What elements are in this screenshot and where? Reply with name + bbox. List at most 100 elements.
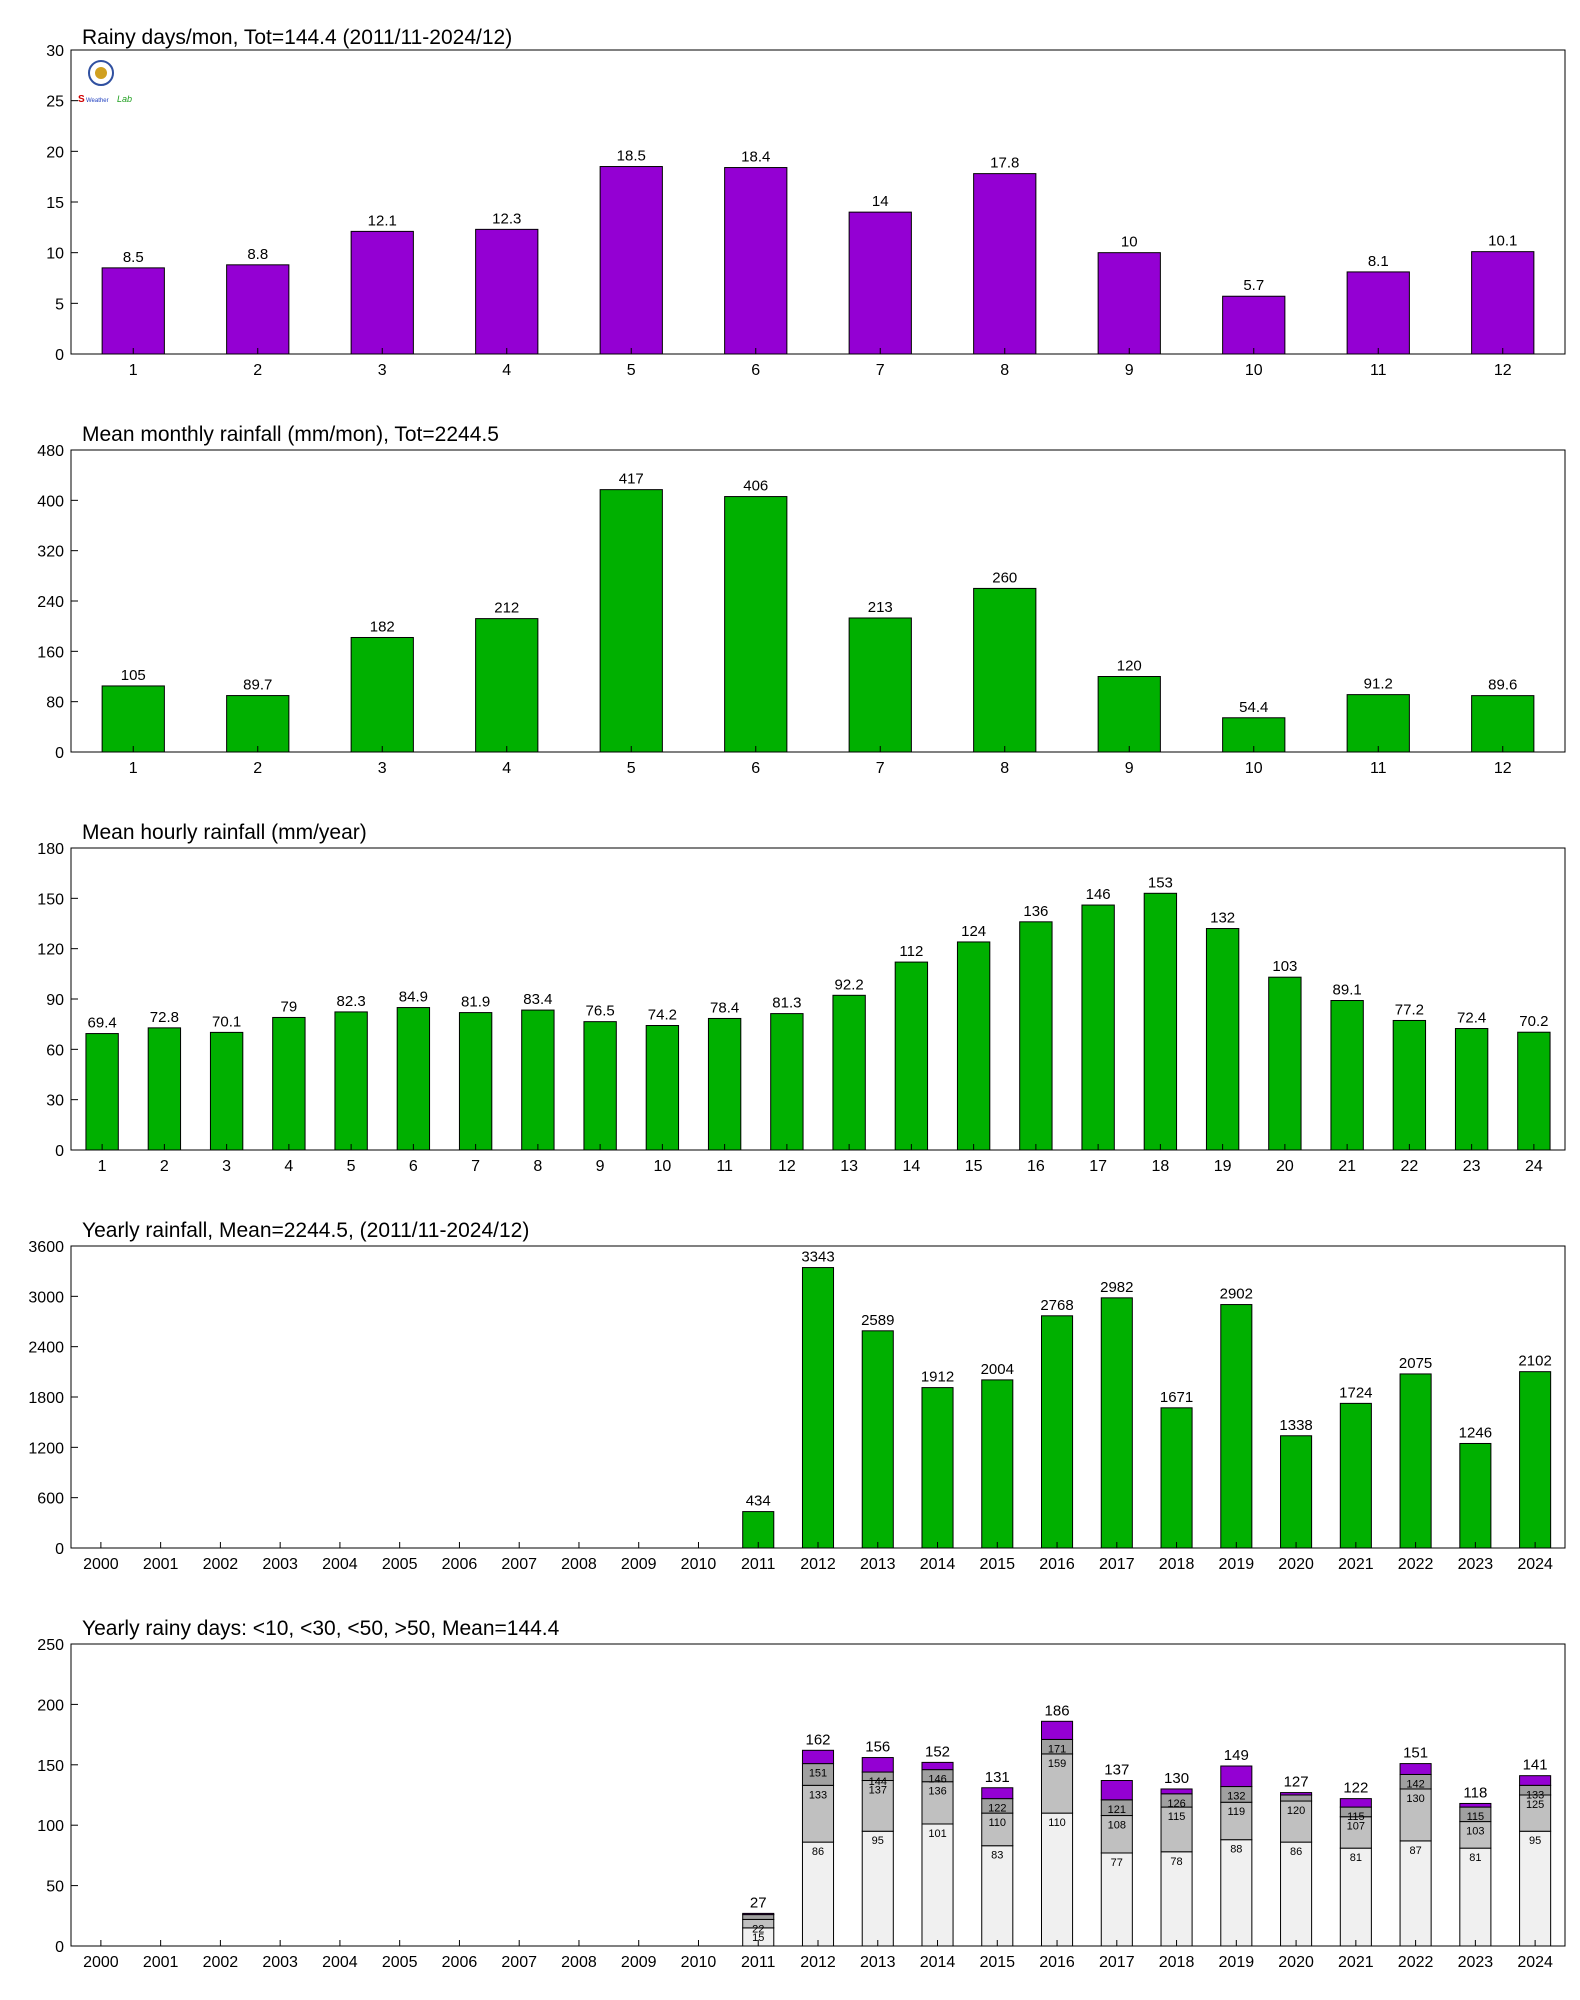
- rainy-days-month-ytick-label: 25: [46, 94, 64, 111]
- rainy-days-month-xtick-label: 5: [627, 362, 636, 379]
- yearly-rainy-days-xtick-label: 2017: [1099, 1954, 1135, 1971]
- mean-hourly-rainfall-xtick-label: 9: [596, 1158, 605, 1175]
- mean-hourly-rainfall-xtick-label: 8: [533, 1158, 542, 1175]
- yearly-rainy-days-total-label: 131: [985, 1769, 1010, 1786]
- yearly-rainfall-xtick-label: 2018: [1159, 1556, 1195, 1573]
- yearly-rainy-days-segment-label: 78: [1170, 1856, 1182, 1868]
- mean-hourly-rainfall-bar: [1330, 1000, 1364, 1151]
- rainy-days-month-xtick-label: 1: [129, 362, 138, 379]
- mean-hourly-rainfall-data-label: 77.2: [1395, 1001, 1424, 1018]
- mean-hourly-rainfall-data-label: 89.1: [1333, 982, 1362, 999]
- mean-hourly-rainfall-bar: [1019, 921, 1053, 1151]
- mean-hourly-rainfall-xtick-label: 11: [716, 1158, 733, 1175]
- yearly-rainfall-xtick-label: 2007: [501, 1556, 537, 1573]
- yearly-rainy-days-segment-lt10: [1280, 1841, 1313, 1947]
- rainy-days-month-data-label: 17.8: [990, 155, 1019, 172]
- yearly-rainy-days-ytick-label: 250: [37, 1637, 64, 1654]
- yearly-rainy-days-segment-label: 119: [1228, 1806, 1246, 1818]
- rainy-days-month-xtick-label: 10: [1245, 362, 1263, 379]
- rainy-days-month-data-label: 12.1: [368, 212, 397, 229]
- yearly-rainy-days-segment-label: 125: [1526, 1799, 1544, 1811]
- yearly-rainy-days-xtick-label: 2002: [203, 1954, 239, 1971]
- yearly-rainy-days-segment-lt50: [742, 1914, 775, 1920]
- mean-monthly-rainfall-plot-frame: [70, 449, 1566, 753]
- yearly-rainfall-data-label: 1724: [1339, 1384, 1372, 1401]
- yearly-rainfall-bar: [742, 1511, 775, 1549]
- mean-monthly-rainfall-ytick-label: 0: [55, 745, 64, 762]
- yearly-rainfall-data-label: 1246: [1459, 1424, 1492, 1441]
- mean-monthly-rainfall-ytick-label: 400: [37, 493, 64, 510]
- rainy-days-month-xtick-label: 9: [1125, 362, 1134, 379]
- rainy-days-month-bar: [848, 211, 912, 355]
- yearly-rainy-days-xtick-label: 2023: [1458, 1954, 1494, 1971]
- rainy-days-month-bar: [599, 166, 663, 355]
- yearly-rainfall-ytick-label: 0: [55, 1541, 64, 1558]
- rainy-days-month-xtick-label: 11: [1370, 362, 1387, 379]
- rainy-days-month-bar: [475, 228, 539, 355]
- yearly-rainy-days-xtick-label: 2001: [143, 1954, 179, 1971]
- yearly-rainy-days-total-label: 137: [1104, 1762, 1129, 1779]
- mean-hourly-rainfall-bar: [147, 1027, 182, 1151]
- yearly-rainy-days-total-label: 151: [1403, 1745, 1428, 1762]
- rainy-days-month-bar: [101, 267, 165, 355]
- yearly-rainy-days-xtick-label: 2012: [800, 1954, 836, 1971]
- mean-monthly-rainfall-xtick-label: 3: [378, 760, 387, 777]
- yearly-rainy-days-segment-label: 133: [1526, 1789, 1544, 1801]
- mean-monthly-rainfall-bar: [101, 685, 165, 753]
- mean-hourly-rainfall-xtick-label: 7: [471, 1158, 480, 1175]
- mean-hourly-rainfall-data-label: 112: [899, 943, 923, 960]
- mean-monthly-rainfall-xtick-label: 5: [627, 760, 636, 777]
- mean-hourly-rainfall-bar: [1392, 1019, 1427, 1151]
- yearly-rainy-days-xtick-label: 2015: [979, 1954, 1015, 1971]
- mean-hourly-rainfall-data-label: 82.3: [337, 993, 366, 1010]
- mean-hourly-rainfall-data-label: 92.2: [835, 976, 864, 993]
- rainy-days-month-bar: [1471, 251, 1535, 355]
- yearly-rainy-days-segment-label: 146: [928, 1774, 946, 1786]
- yearly-rainy-days-xtick-label: 2009: [621, 1954, 657, 1971]
- yearly-rainfall-data-label: 2102: [1518, 1353, 1551, 1370]
- yearly-rainfall-ytick-label: 3600: [28, 1239, 64, 1256]
- mean-monthly-rainfall-bar: [1346, 694, 1410, 753]
- yearly-rainfall-data-label: 1671: [1160, 1389, 1193, 1406]
- yearly-rainy-days-segment-total: [1399, 1763, 1432, 1775]
- mean-hourly-rainfall-ytick-label: 0: [55, 1143, 64, 1160]
- mean-monthly-rainfall-data-label: 182: [370, 618, 395, 635]
- yearly-rainfall-xtick-label: 2024: [1517, 1556, 1553, 1573]
- mean-monthly-rainfall-data-label: 260: [992, 569, 1017, 586]
- yearly-rainy-days-xtick-label: 2005: [382, 1954, 418, 1971]
- yearly-rainfall-xtick-label: 2001: [143, 1556, 179, 1573]
- yearly-rainy-days-xtick-label: 2006: [442, 1954, 478, 1971]
- yearly-rainfall-data-label: 2075: [1399, 1355, 1432, 1372]
- mean-hourly-rainfall-data-label: 84.9: [399, 989, 428, 1006]
- mean-hourly-rainfall-xtick-label: 2: [160, 1158, 169, 1175]
- yearly-rainy-days-segment-label: 86: [1290, 1846, 1302, 1858]
- rainy-days-month-data-label: 12.3: [492, 210, 521, 227]
- yearly-rainy-days-segment-label: 126: [1167, 1798, 1185, 1810]
- rainy-days-month-data-label: 18.5: [617, 148, 646, 165]
- yearly-rainfall-bar: [921, 1387, 954, 1549]
- yearly-rainfall-xtick-label: 2002: [203, 1556, 239, 1573]
- yearly-rainfall-data-label: 2902: [1220, 1286, 1253, 1303]
- yearly-rainy-days-segment-label: 101: [928, 1828, 946, 1840]
- mean-hourly-rainfall-xtick-label: 19: [1214, 1158, 1232, 1175]
- mean-hourly-rainfall-data-label: 103: [1272, 958, 1297, 975]
- yearly-rainfall-title: Yearly rainfall, Mean=2244.5, (2011/11-2…: [82, 1219, 529, 1242]
- yearly-rainfall-xtick-label: 2009: [621, 1556, 657, 1573]
- yearly-rainy-days-segment-total: [1339, 1798, 1372, 1808]
- yearly-rainy-days-segment-label: 110: [1048, 1817, 1066, 1829]
- rainy-days-month-xtick-label: 4: [502, 362, 511, 379]
- yearly-rainy-days-segment-label: 144: [869, 1776, 887, 1788]
- yearly-rainfall-ytick-label: 1200: [28, 1440, 64, 1457]
- yearly-rainy-days-segment-label: 137: [869, 1785, 887, 1797]
- yearly-rainy-days-ytick-label: 50: [46, 1879, 64, 1896]
- yearly-rainy-days-total-label: 122: [1343, 1780, 1368, 1797]
- yearly-rainfall-xtick-label: 2019: [1219, 1556, 1255, 1573]
- mean-hourly-rainfall-xtick-label: 14: [902, 1158, 920, 1175]
- yearly-rainy-days-segment-lt10: [861, 1830, 894, 1947]
- mean-hourly-rainfall-data-label: 69.4: [88, 1015, 117, 1032]
- mean-monthly-rainfall-title: Mean monthly rainfall (mm/mon), Tot=2244…: [82, 423, 499, 446]
- yearly-rainy-days-segment-label: 142: [1406, 1778, 1424, 1790]
- rainy-days-month-bar: [1222, 295, 1286, 355]
- yearly-rainfall-data-label: 434: [746, 1493, 771, 1510]
- yearly-rainfall-bar: [1160, 1407, 1193, 1549]
